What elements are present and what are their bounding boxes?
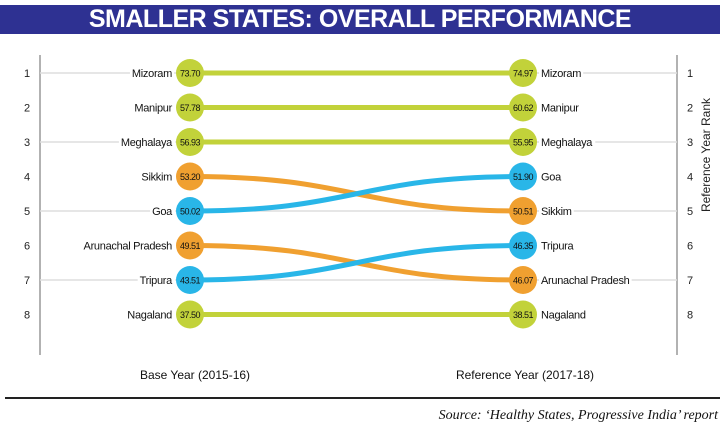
right-state-label: Tripura (541, 241, 575, 253)
label-background (137, 275, 176, 287)
right-rank-label: 3 (687, 137, 693, 149)
right-state-label: Meghalaya (541, 137, 593, 149)
left-point (176, 231, 204, 260)
label-background (539, 275, 632, 287)
left-state-label: Manipur (134, 103, 172, 115)
source-note: Source: ‘Healthy States, Progressive Ind… (438, 408, 718, 423)
base-year-axis-label: Base Year (2015-16) (140, 368, 250, 382)
label-background (539, 171, 565, 184)
right-value-label: 51.90 (513, 172, 534, 182)
left-point (176, 300, 204, 329)
label-background (539, 309, 588, 322)
right-rank-axis-title: Reference Year Rank (699, 97, 713, 212)
divider (5, 397, 720, 399)
right-value-label: 50.51 (513, 207, 534, 217)
right-point (509, 93, 537, 122)
right-rank-label: 4 (687, 172, 693, 184)
left-rank-label: 3 (24, 137, 30, 149)
left-point (176, 266, 204, 294)
right-state-label: Mizoram (541, 68, 581, 80)
right-state-label: Arunachal Pradesh (541, 275, 630, 287)
left-value-label: 43.51 (180, 276, 201, 286)
label-background (150, 206, 176, 218)
right-point (509, 197, 537, 225)
left-value-label: 53.20 (180, 172, 201, 182)
left-rank-label: 2 (24, 103, 30, 115)
left-state-label: Tripura (140, 275, 174, 287)
left-value-label: 56.93 (180, 138, 201, 148)
right-point (509, 231, 537, 260)
right-point (509, 59, 537, 87)
chart-title: SMALLER STATES: OVERALL PERFORMANCE (0, 5, 720, 34)
right-state-label: Sikkim (541, 206, 572, 218)
left-value-label: 49.51 (180, 241, 201, 251)
right-value-label: 46.35 (513, 241, 534, 251)
right-rank-label: 1 (687, 68, 693, 80)
label-background (125, 309, 175, 322)
left-state-label: Goa (152, 206, 173, 218)
right-state-label: Nagaland (541, 310, 586, 322)
left-point (176, 162, 204, 191)
right-point (509, 128, 537, 156)
label-background (132, 102, 175, 115)
left-rank-label: 5 (24, 206, 30, 218)
right-rank-label: 8 (687, 310, 693, 322)
left-point (176, 197, 204, 225)
label-background (539, 137, 596, 149)
right-rank-label: 6 (687, 241, 693, 253)
right-state-label: Manipur (541, 103, 579, 115)
right-rank-label: 7 (687, 275, 693, 287)
left-state-label: Mizoram (132, 68, 172, 80)
left-rank-label: 8 (24, 310, 30, 322)
slope-line (189, 243, 524, 283)
left-state-label: Arunachal Pradesh (84, 241, 173, 253)
left-rank-label: 1 (24, 68, 30, 80)
right-value-label: 74.97 (513, 69, 534, 79)
left-value-label: 37.50 (180, 310, 201, 320)
left-state-label: Nagaland (127, 310, 172, 322)
left-rank-label: 6 (24, 241, 30, 253)
right-rank-label: 5 (687, 206, 693, 218)
right-value-label: 46.07 (513, 276, 534, 286)
right-point (509, 300, 537, 329)
label-background (139, 171, 175, 184)
label-background (539, 68, 584, 80)
left-state-label: Meghalaya (121, 137, 173, 149)
label-background (539, 240, 577, 253)
right-value-label: 60.62 (513, 103, 534, 113)
label-background (118, 137, 176, 149)
label-background (539, 206, 574, 218)
left-point (176, 93, 204, 122)
left-rank-label: 4 (24, 172, 30, 184)
left-state-label: Sikkim (141, 172, 172, 184)
right-state-label: Goa (541, 172, 562, 184)
right-value-label: 55.95 (513, 138, 534, 148)
right-point (509, 162, 537, 191)
reference-year-axis-label: Reference Year (2017-18) (456, 368, 594, 382)
left-rank-label: 7 (24, 275, 30, 287)
right-rank-label: 2 (687, 103, 693, 115)
left-value-label: 57.78 (180, 103, 201, 113)
right-point (509, 266, 537, 294)
label-background (129, 68, 175, 80)
label-background (81, 240, 175, 253)
right-value-label: 38.51 (513, 310, 534, 320)
left-value-label: 50.02 (180, 207, 201, 217)
left-point (176, 59, 204, 87)
left-value-label: 73.70 (180, 69, 201, 79)
slope-line (189, 174, 524, 214)
left-point (176, 128, 204, 156)
label-background (539, 102, 582, 115)
